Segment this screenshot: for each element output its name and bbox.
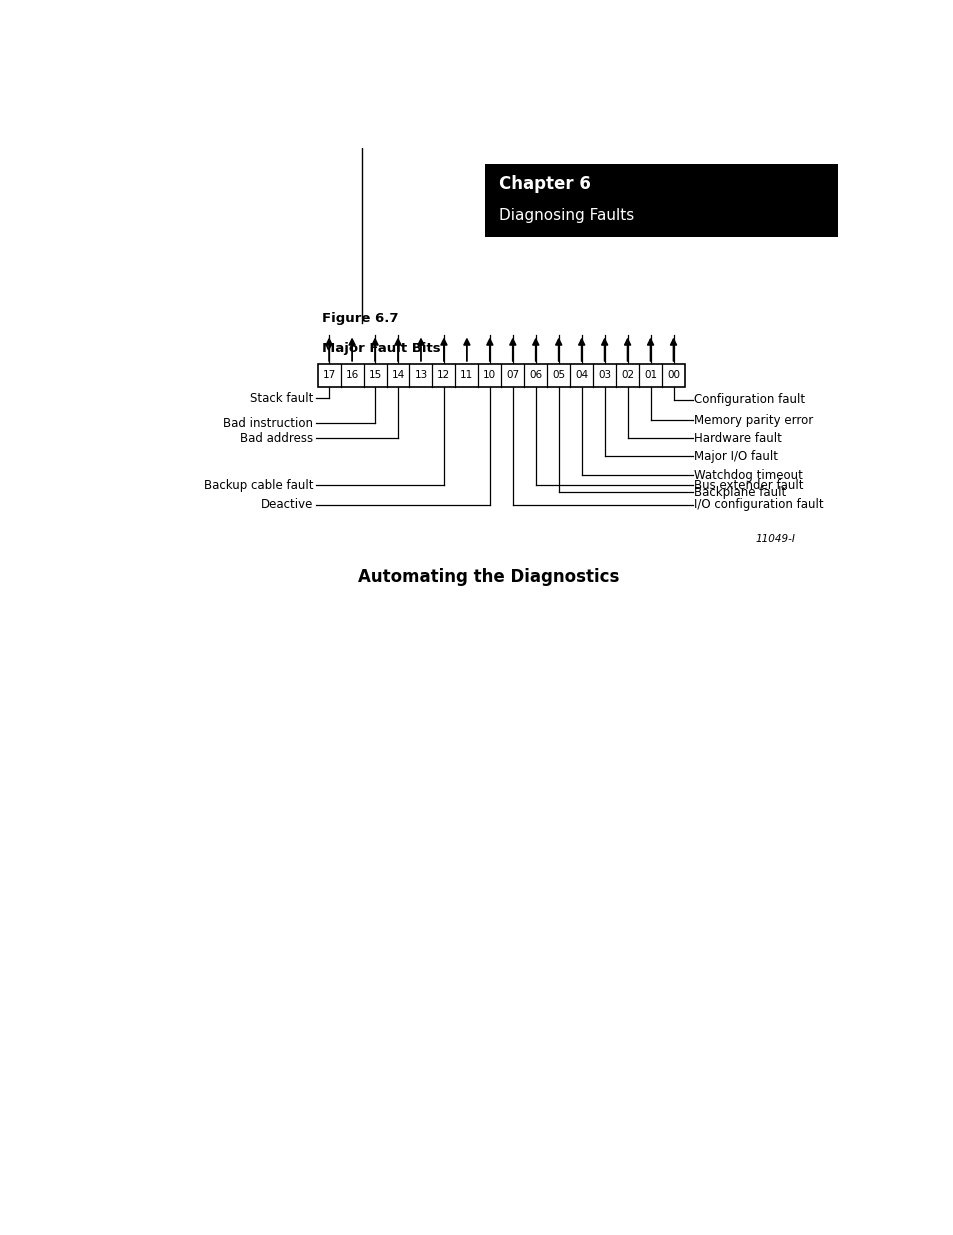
Text: Bad instruction: Bad instruction xyxy=(223,416,313,430)
Text: 11: 11 xyxy=(459,370,473,380)
Text: 14: 14 xyxy=(391,370,404,380)
Text: 13: 13 xyxy=(414,370,427,380)
Text: 01: 01 xyxy=(643,370,657,380)
Text: 03: 03 xyxy=(598,370,611,380)
Text: Hardware fault: Hardware fault xyxy=(694,432,781,445)
Text: 02: 02 xyxy=(620,370,634,380)
Text: Watchdog timeout: Watchdog timeout xyxy=(694,469,802,482)
Text: 17: 17 xyxy=(322,370,335,380)
Text: Diagnosing Faults: Diagnosing Faults xyxy=(498,209,634,224)
Text: Chapter 6: Chapter 6 xyxy=(498,175,590,194)
Text: Figure 6.7: Figure 6.7 xyxy=(322,312,398,325)
Text: 15: 15 xyxy=(368,370,381,380)
Text: 06: 06 xyxy=(529,370,541,380)
Text: 05: 05 xyxy=(552,370,565,380)
Text: Automating the Diagnostics: Automating the Diagnostics xyxy=(358,568,618,587)
Text: 07: 07 xyxy=(506,370,518,380)
Bar xyxy=(317,364,684,387)
Text: 10: 10 xyxy=(483,370,496,380)
Text: 04: 04 xyxy=(575,370,588,380)
Text: 16: 16 xyxy=(345,370,358,380)
Text: Stack fault: Stack fault xyxy=(250,391,313,405)
Text: 11049-I: 11049-I xyxy=(755,534,794,543)
Text: Configuration fault: Configuration fault xyxy=(694,394,804,406)
Text: I/O configuration fault: I/O configuration fault xyxy=(694,498,823,511)
Bar xyxy=(484,163,837,237)
Text: Major I/O fault: Major I/O fault xyxy=(694,450,778,463)
Text: 12: 12 xyxy=(436,370,450,380)
Text: Deactive: Deactive xyxy=(260,498,313,511)
Text: 00: 00 xyxy=(666,370,679,380)
Text: Backup cable fault: Backup cable fault xyxy=(203,479,313,492)
Text: Bus extender fault: Bus extender fault xyxy=(694,479,803,492)
Text: Backplane fault: Backplane fault xyxy=(694,485,785,499)
Text: Memory parity error: Memory parity error xyxy=(694,414,813,426)
Text: Bad address: Bad address xyxy=(239,432,313,445)
Text: Major Fault Bits: Major Fault Bits xyxy=(322,342,440,356)
